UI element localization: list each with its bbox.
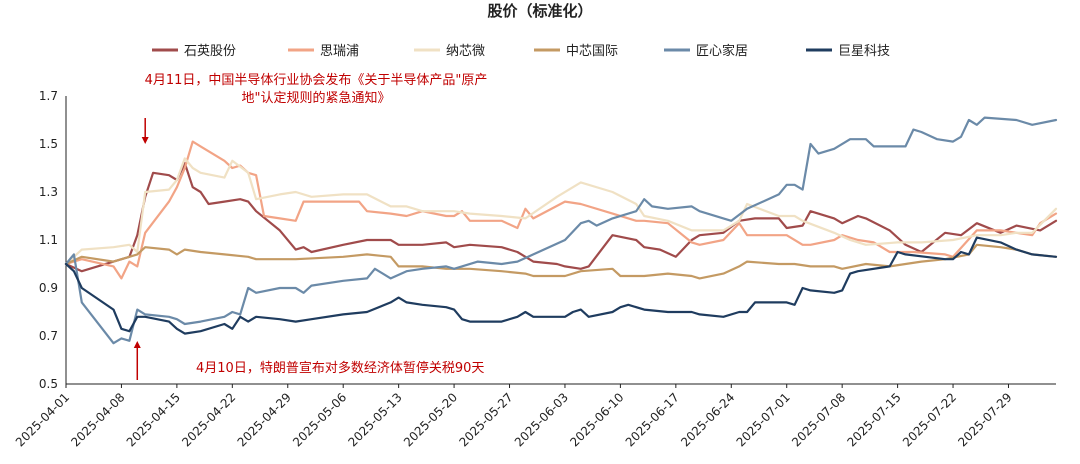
x-tick-label: 2025-07-15 — [845, 390, 904, 449]
y-tick-label: 1.5 — [39, 137, 58, 151]
series-line — [64, 140, 1058, 280]
x-tick-label: 2025-06-10 — [567, 390, 626, 449]
legend-label: 中芯国际 — [566, 44, 618, 59]
legend-item: 中芯国际 — [534, 44, 618, 59]
series-line — [64, 243, 1058, 280]
legend-label: 纳芯微 — [446, 44, 485, 59]
x-tick-label: 2025-05-13 — [346, 390, 405, 449]
x-tick-label: 2025-06-24 — [678, 390, 737, 449]
legend-item: 思瑞浦 — [288, 44, 359, 59]
legend-label: 巨星科技 — [838, 44, 890, 59]
series-line — [64, 162, 1058, 273]
x-tick-label: 2025-06-17 — [623, 390, 682, 449]
x-tick-label: 2025-07-08 — [789, 390, 848, 449]
legend-item: 巨星科技 — [806, 44, 890, 59]
x-tick-label: 2025-04-15 — [124, 390, 183, 449]
series-line — [64, 236, 1058, 335]
y-tick-label: 0.5 — [39, 377, 58, 391]
annotation-text: 地"认定规则的紧急通知》 — [242, 90, 391, 106]
series-group — [64, 116, 1058, 345]
x-tick-label: 2025-07-01 — [734, 390, 793, 449]
legend-item: 纳芯微 — [414, 44, 485, 59]
series-line — [64, 157, 1058, 266]
chart-title: 股价（标准化） — [487, 2, 592, 20]
legend-label: 匠心家居 — [696, 43, 748, 59]
y-tick-label: 0.9 — [39, 281, 58, 295]
legend-item: 石英股份 — [152, 44, 236, 59]
legend: 石英股份 思瑞浦 纳芯微 中芯国际 匠心家居 巨星科技 — [152, 43, 890, 59]
x-tick-label: 2025-05-20 — [401, 390, 460, 449]
x-tick-label: 2025-04-08 — [68, 390, 127, 449]
x-tick-label: 2025-07-29 — [955, 390, 1014, 449]
legend-label: 思瑞浦 — [320, 44, 359, 59]
x-tick-label: 2025-07-22 — [900, 390, 959, 449]
annotation-arrow-head — [141, 137, 149, 144]
x-tick-label: 2025-04-29 — [235, 390, 294, 449]
annotation-text: 4月11日，中国半导体行业协会发布《关于半导体产品"原产 — [145, 72, 488, 88]
y-tick-label: 1.3 — [39, 185, 58, 199]
legend-label: 石英股份 — [184, 44, 236, 59]
legend-item: 匠心家居 — [664, 43, 748, 59]
series-line — [64, 116, 1058, 345]
x-tick-label: 2025-04-22 — [179, 390, 238, 449]
annotation-text: 4月10日，特朗普宣布对多数经济体暂停关税90天 — [196, 360, 484, 376]
y-tick-label: 1.7 — [39, 89, 58, 103]
y-tick-label: 0.7 — [39, 329, 58, 343]
x-tick-label: 2025-05-06 — [290, 390, 349, 449]
axes: 0.5 0.7 0.9 1.1 1.3 1.5 1.7 2025-04-012025-04-0… — [13, 89, 1056, 449]
annotation-arrow-head — [133, 341, 141, 348]
y-tick-label: 1.1 — [39, 233, 58, 247]
x-tick-label: 2025-05-27 — [456, 390, 515, 449]
x-tick-label: 2025-04-01 — [13, 390, 72, 449]
annotations: 4月11日，中国半导体行业协会发布《关于半导体产品"原产地"认定规则的紧急通知》… — [133, 72, 488, 380]
x-tick-label: 2025-06-03 — [512, 390, 571, 449]
